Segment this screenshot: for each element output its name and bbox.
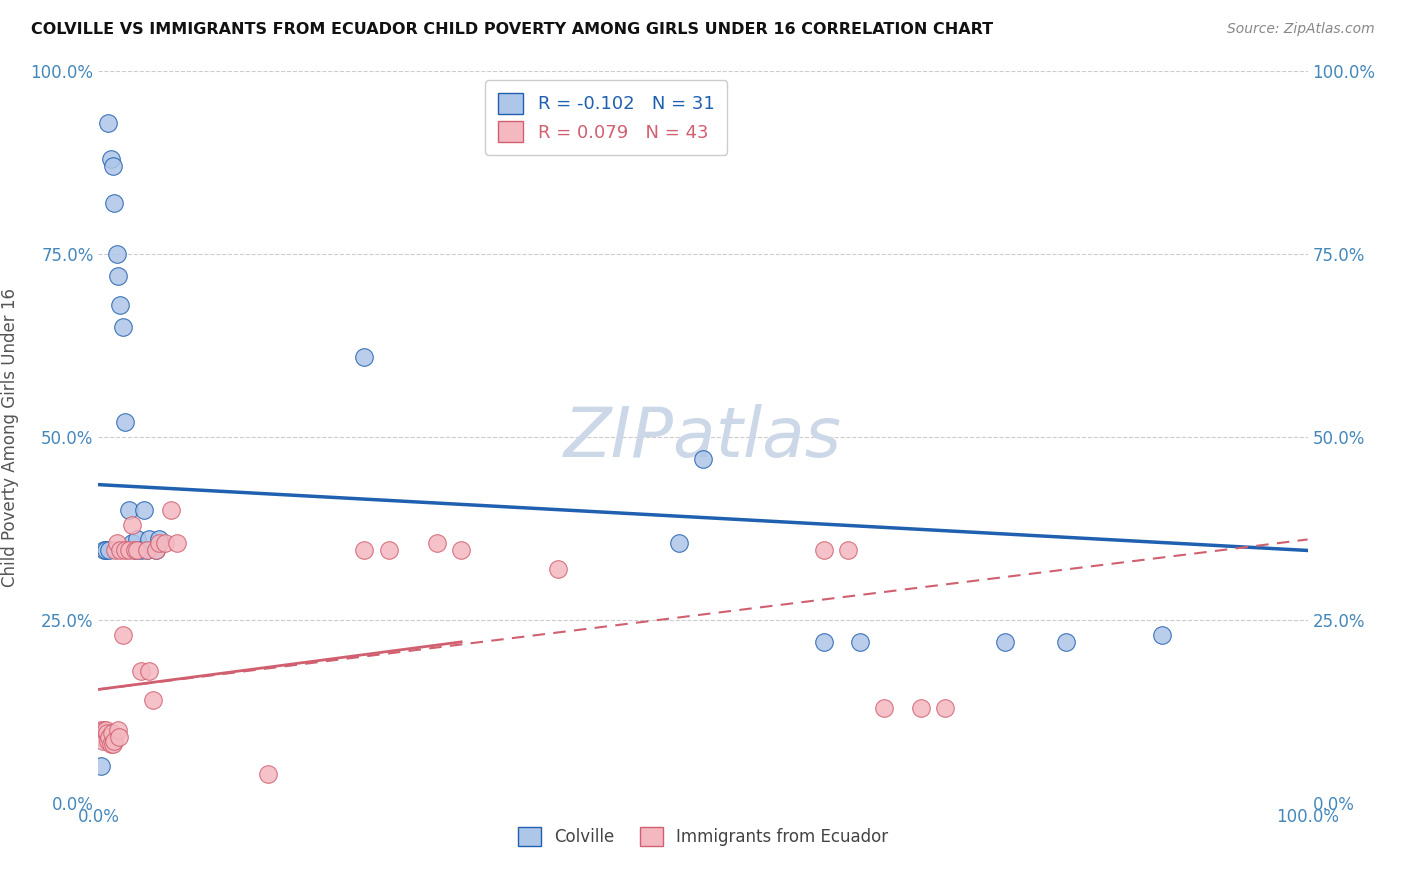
Point bbox=[148, 536, 170, 550]
Point bbox=[129, 664, 152, 678]
Point bbox=[103, 196, 125, 211]
Text: COLVILLE VS IMMIGRANTS FROM ECUADOR CHILD POVERTY AMONG GIRLS UNDER 16 CORRELATI: COLVILLE VS IMMIGRANTS FROM ECUADOR CHIL… bbox=[31, 22, 993, 37]
Point bbox=[100, 737, 122, 751]
Point bbox=[873, 700, 896, 714]
Point bbox=[93, 723, 115, 737]
Point bbox=[98, 543, 121, 558]
Point bbox=[1054, 635, 1077, 649]
Point bbox=[101, 737, 124, 751]
Point bbox=[166, 536, 188, 550]
Point bbox=[124, 543, 146, 558]
Point bbox=[103, 733, 125, 747]
Point bbox=[100, 726, 122, 740]
Point bbox=[135, 543, 157, 558]
Point bbox=[129, 543, 152, 558]
Point bbox=[121, 517, 143, 532]
Point bbox=[90, 723, 112, 737]
Point bbox=[91, 730, 114, 744]
Point bbox=[90, 759, 112, 773]
Text: ZIPatlas: ZIPatlas bbox=[564, 403, 842, 471]
Text: Source: ZipAtlas.com: Source: ZipAtlas.com bbox=[1227, 22, 1375, 37]
Point bbox=[135, 543, 157, 558]
Point bbox=[107, 723, 129, 737]
Point bbox=[98, 730, 121, 744]
Point bbox=[837, 543, 859, 558]
Point bbox=[934, 700, 956, 714]
Y-axis label: Child Poverty Among Girls Under 16: Child Poverty Among Girls Under 16 bbox=[1, 287, 20, 587]
Point bbox=[813, 635, 835, 649]
Point bbox=[114, 416, 136, 430]
Point bbox=[353, 350, 375, 364]
Point bbox=[108, 298, 131, 312]
Point bbox=[108, 543, 131, 558]
Point bbox=[105, 536, 128, 550]
Point bbox=[138, 533, 160, 547]
Point bbox=[97, 115, 120, 129]
Point bbox=[910, 700, 932, 714]
Point bbox=[93, 543, 115, 558]
Point bbox=[111, 320, 134, 334]
Point bbox=[127, 533, 149, 547]
Point bbox=[1152, 627, 1174, 641]
Point bbox=[104, 543, 127, 558]
Point bbox=[153, 536, 176, 550]
Point bbox=[377, 543, 399, 558]
Point bbox=[121, 536, 143, 550]
Point bbox=[111, 627, 134, 641]
Point bbox=[96, 726, 118, 740]
Point bbox=[450, 543, 472, 558]
Point bbox=[148, 533, 170, 547]
Point bbox=[668, 536, 690, 550]
Point bbox=[94, 723, 117, 737]
Point bbox=[353, 543, 375, 558]
Point bbox=[849, 635, 872, 649]
Point bbox=[124, 543, 146, 558]
Point bbox=[160, 503, 183, 517]
Point bbox=[118, 543, 141, 558]
Point bbox=[114, 543, 136, 558]
Point bbox=[547, 562, 569, 576]
Point bbox=[91, 733, 114, 747]
Legend: Colville, Immigrants from Ecuador: Colville, Immigrants from Ecuador bbox=[510, 821, 896, 853]
Point bbox=[94, 543, 117, 558]
Point bbox=[97, 733, 120, 747]
Point bbox=[105, 247, 128, 261]
Point bbox=[118, 503, 141, 517]
Point bbox=[142, 693, 165, 707]
Point bbox=[107, 269, 129, 284]
Point bbox=[100, 152, 122, 166]
Point bbox=[101, 160, 124, 174]
Point bbox=[145, 543, 167, 558]
Point bbox=[813, 543, 835, 558]
Point bbox=[692, 452, 714, 467]
Point bbox=[256, 766, 278, 780]
Point bbox=[426, 536, 449, 550]
Point bbox=[145, 543, 167, 558]
Point bbox=[138, 664, 160, 678]
Point bbox=[127, 543, 149, 558]
Point bbox=[994, 635, 1017, 649]
Point bbox=[134, 503, 156, 517]
Point bbox=[108, 730, 131, 744]
